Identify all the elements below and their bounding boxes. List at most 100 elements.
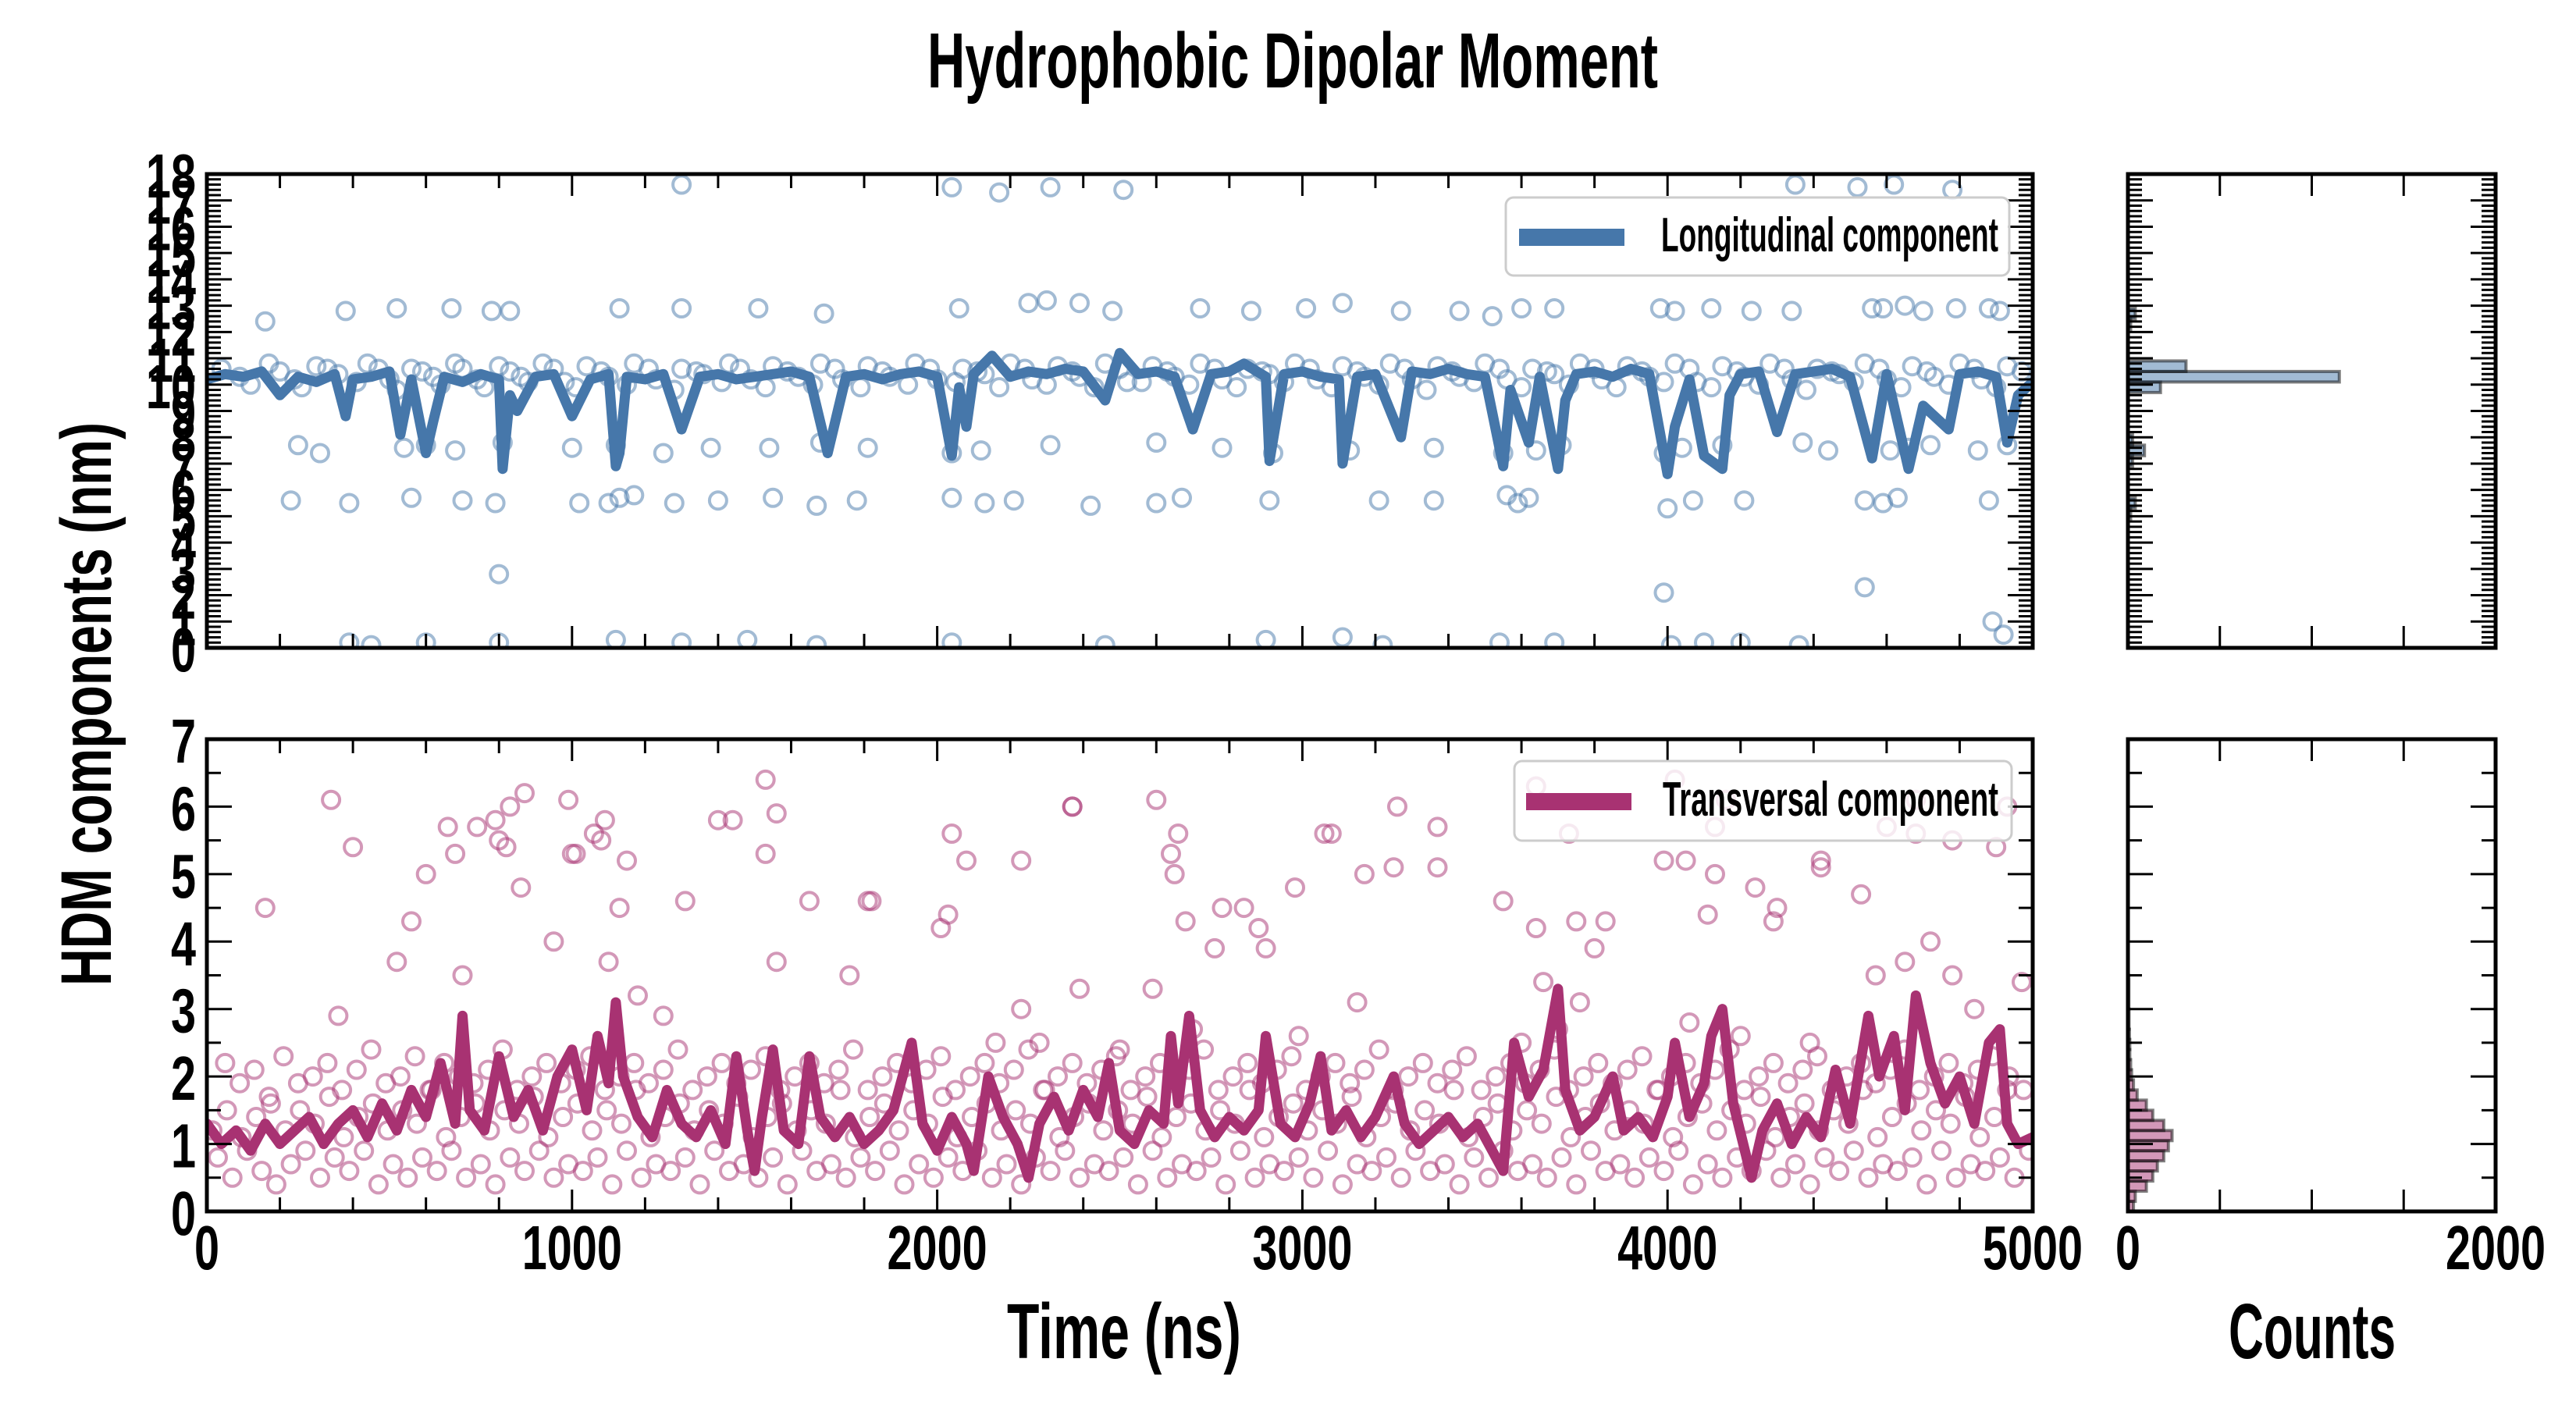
scatter-point bbox=[1332, 627, 1353, 648]
scatter-point bbox=[317, 1052, 338, 1073]
x-tick-label: 3000 bbox=[1252, 1213, 1352, 1283]
scatter-point bbox=[1507, 493, 1528, 514]
x-tick-label: 1000 bbox=[522, 1213, 622, 1283]
scatter-point bbox=[583, 823, 604, 844]
scatter-point bbox=[1517, 1100, 1538, 1121]
chart-title: Hydrophobic Dipolar Moment bbox=[927, 17, 1658, 105]
scatter-point bbox=[1482, 306, 1503, 327]
scatter-point bbox=[722, 809, 743, 831]
scatter-point bbox=[500, 301, 521, 322]
y-tick-label: 5 bbox=[171, 841, 196, 912]
hist-x-tick-label: 0 bbox=[2115, 1213, 2140, 1283]
scatter-point bbox=[1109, 1039, 1130, 1060]
scatter-point bbox=[1867, 1126, 1888, 1147]
scatter-point bbox=[1449, 301, 1470, 322]
scatter-point bbox=[766, 951, 787, 973]
scatter-point bbox=[1347, 992, 1368, 1013]
scatter-point bbox=[741, 1059, 761, 1080]
scatter-point bbox=[1244, 1167, 1265, 1188]
scatter-point bbox=[1851, 884, 1872, 905]
scatter-point bbox=[959, 1066, 980, 1087]
scatter-point bbox=[809, 353, 831, 374]
scatter-point bbox=[456, 1167, 477, 1188]
scatter-point bbox=[609, 298, 630, 318]
scatter-point bbox=[561, 437, 582, 458]
scatter-point bbox=[1142, 1140, 1163, 1161]
longitudinal-line-group bbox=[207, 347, 2033, 479]
scatter-point bbox=[674, 1147, 696, 1168]
scatter-point bbox=[1945, 298, 1966, 318]
scatter-point bbox=[1259, 490, 1280, 511]
scatter-point bbox=[404, 1046, 425, 1067]
scatter-point bbox=[1660, 635, 1681, 648]
y-tick-label: 13 bbox=[146, 272, 196, 343]
scatter-point bbox=[785, 1066, 806, 1087]
scatter-point bbox=[1682, 1174, 1703, 1195]
scatter-point bbox=[1146, 789, 1167, 810]
scatter-point bbox=[265, 1174, 286, 1195]
scatter-point bbox=[543, 1167, 564, 1188]
scatter-point bbox=[1212, 437, 1233, 458]
scatter-point bbox=[952, 358, 973, 379]
scatter-point bbox=[1321, 823, 1342, 844]
transversal-line bbox=[207, 984, 2033, 1183]
scatter-point bbox=[258, 1087, 279, 1108]
scatter-point bbox=[857, 1080, 878, 1101]
scatter-point bbox=[1018, 293, 1039, 314]
scatter-point bbox=[1697, 904, 1718, 925]
scatter-point bbox=[700, 437, 721, 458]
scatter-point bbox=[1880, 440, 1901, 461]
scatter-point bbox=[1544, 298, 1565, 318]
y-axis-label: HDM components (nm) bbox=[47, 422, 126, 986]
scatter-point bbox=[1383, 857, 1404, 878]
scatter-point bbox=[412, 361, 432, 382]
scatter-point bbox=[1098, 1161, 1119, 1182]
scatter-point bbox=[857, 437, 878, 458]
scatter-point bbox=[1354, 1059, 1375, 1080]
scatter-point bbox=[1978, 298, 1999, 318]
scatter-point bbox=[1332, 356, 1353, 377]
scatter-point bbox=[553, 1107, 574, 1127]
scatter-point bbox=[704, 1140, 725, 1161]
scatter-point bbox=[894, 1174, 915, 1195]
scatter-point bbox=[1847, 176, 1868, 197]
scatter-point bbox=[390, 1066, 411, 1087]
scatter-point bbox=[561, 843, 582, 864]
scatter-point bbox=[1649, 298, 1670, 318]
scatter-point bbox=[748, 298, 769, 318]
scatter-point bbox=[354, 1140, 375, 1161]
scatter-point bbox=[1332, 293, 1353, 314]
scatter-point bbox=[1854, 490, 1875, 511]
scatter-point bbox=[671, 298, 692, 318]
scatter-point bbox=[996, 1154, 1017, 1175]
scatter-point bbox=[587, 1147, 608, 1168]
y-tick-label: 2 bbox=[171, 1044, 196, 1114]
scatter-point bbox=[1208, 1080, 1229, 1101]
scatter-point bbox=[1931, 1140, 1952, 1161]
scatter-point bbox=[711, 1052, 732, 1073]
scatter-point bbox=[1478, 1167, 1499, 1188]
scatter-point bbox=[1069, 293, 1090, 314]
scatter-point bbox=[1638, 1147, 1660, 1168]
scatter-point bbox=[1818, 440, 1838, 461]
scatter-point bbox=[1168, 823, 1189, 844]
y-tick-label: 10 bbox=[146, 351, 196, 422]
scatter-point bbox=[1423, 437, 1444, 458]
scatter-point bbox=[1489, 632, 1510, 648]
scatter-point bbox=[763, 487, 784, 508]
scatter-point bbox=[1318, 1140, 1339, 1161]
scatter-point bbox=[923, 1167, 944, 1188]
scatter-point bbox=[1033, 1080, 1054, 1101]
scatter-point bbox=[1989, 301, 2010, 322]
scatter-point bbox=[401, 911, 422, 932]
scatter-point bbox=[1029, 1032, 1050, 1053]
scatter-point bbox=[441, 298, 462, 318]
scatter-point bbox=[872, 1066, 893, 1087]
x-axis-label: Time (ns) bbox=[1007, 1288, 1241, 1375]
scatter-point bbox=[2012, 972, 2032, 993]
scatter-point bbox=[1679, 1012, 1700, 1033]
scatter-point bbox=[1551, 1147, 1572, 1168]
scatter-point bbox=[1799, 1032, 1820, 1053]
scatter-point bbox=[521, 1066, 543, 1087]
scatter-point bbox=[254, 311, 276, 332]
